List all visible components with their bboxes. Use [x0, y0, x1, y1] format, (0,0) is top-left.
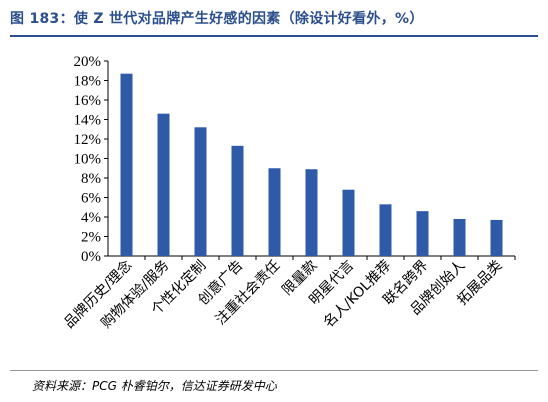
y-tick-label: 0%: [81, 249, 101, 265]
y-tick-label: 4%: [81, 210, 101, 226]
bar: [268, 168, 281, 256]
y-tick-label: 16%: [74, 93, 102, 109]
y-tick-label: 2%: [81, 230, 101, 246]
title-rule: [10, 35, 538, 37]
bar: [231, 145, 244, 256]
bar: [194, 127, 207, 256]
figure-title: 图 183：使 Z 世代对品牌产生好感的因素（除设计好看外，%）: [10, 11, 424, 27]
bar: [416, 211, 429, 256]
y-tick-label: 8%: [81, 171, 101, 187]
y-tick-label: 14%: [74, 113, 102, 129]
bar: [342, 189, 355, 256]
bar: [379, 204, 392, 256]
source-rule: [10, 370, 538, 371]
y-tick-label: 12%: [74, 132, 102, 148]
y-tick-label: 6%: [81, 191, 101, 207]
source-note: 资料来源：PCG 朴睿铂尔，信达证券研发中心: [32, 379, 277, 393]
y-tick-label: 10%: [74, 152, 102, 168]
bar: [120, 73, 133, 256]
bar: [305, 169, 318, 256]
bar-chart: 0%2%4%6%8%10%12%14%16%18%20%品牌历史/理念购物体验/…: [61, 54, 516, 332]
bar: [453, 218, 466, 256]
y-tick-label: 18%: [74, 74, 102, 90]
y-tick-label: 20%: [74, 54, 102, 70]
bar: [490, 219, 503, 256]
bar: [157, 113, 170, 257]
